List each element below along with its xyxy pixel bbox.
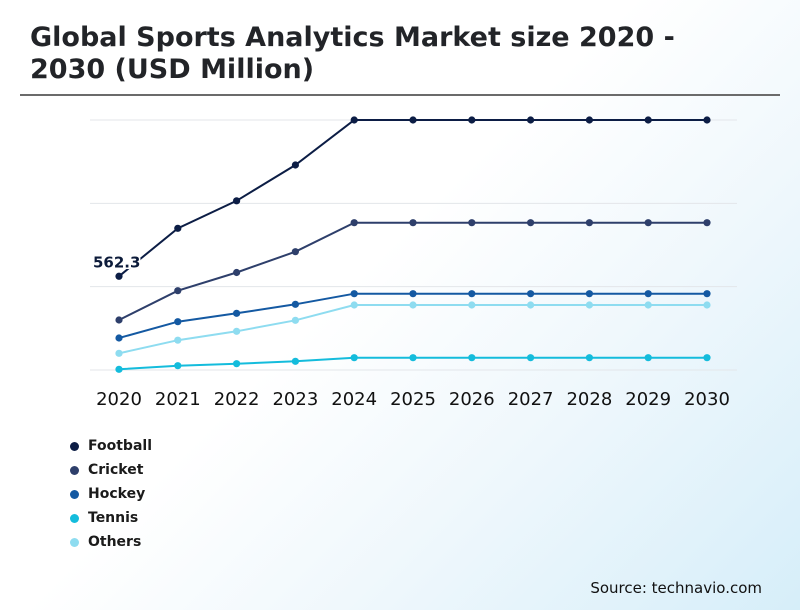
x-axis-ticks: 2020 2021 2022 2023 2024 2025 2026 2027 2028 2029… [96, 389, 730, 410]
legend-item-cricket: Cricket [70, 458, 152, 482]
data-point [644, 219, 652, 227]
data-point [703, 116, 711, 124]
data-point [703, 290, 711, 298]
x-tick-label: 2022 [214, 389, 260, 410]
legend-swatch [70, 537, 79, 547]
data-point [350, 116, 358, 124]
x-tick-label: 2026 [449, 389, 495, 410]
data-point [350, 354, 358, 362]
data-label: 562.3 [93, 253, 140, 271]
data-point [115, 349, 123, 357]
data-point [644, 116, 652, 124]
data-point [585, 354, 594, 362]
data-point [527, 116, 535, 124]
data-point [174, 318, 182, 326]
data-point [409, 290, 417, 298]
data-point [291, 300, 299, 308]
data-point [291, 161, 299, 169]
source-note: Source: technavio.com [590, 579, 762, 597]
data-point [350, 301, 358, 309]
data-point [468, 301, 476, 309]
legend-label: Others [88, 534, 142, 550]
legend-label: Cricket [88, 462, 144, 478]
data-point [527, 290, 535, 298]
data-point [233, 197, 241, 205]
series-others [115, 301, 711, 357]
x-tick-label: 2020 [96, 389, 142, 410]
legend-swatch [70, 465, 79, 475]
legend-label: Tennis [88, 510, 139, 526]
data-point [409, 116, 417, 124]
legend-swatch [70, 513, 79, 523]
data-point [350, 219, 358, 227]
data-point [291, 316, 299, 324]
data-point [233, 327, 241, 335]
x-tick-label: 2023 [272, 389, 318, 410]
data-point [174, 336, 182, 344]
data-point [350, 290, 358, 298]
data-point [291, 357, 299, 365]
data-point [174, 224, 182, 232]
x-tick-label: 2027 [508, 389, 554, 410]
series-tennis [115, 354, 711, 373]
data-point [703, 301, 711, 309]
data-point [233, 268, 241, 277]
x-tick-label: 2021 [155, 389, 201, 410]
legend-label: Football [88, 438, 152, 454]
x-tick-label: 2028 [566, 389, 612, 410]
chart-title: Global Sports Analytics Market size 2020… [30, 22, 675, 85]
data-point [527, 354, 535, 362]
data-point [291, 248, 299, 256]
legend-label: Hockey [88, 486, 146, 502]
data-point [644, 354, 652, 362]
series-football [115, 116, 711, 280]
data-point [527, 301, 535, 309]
data-labels: 562.3 [92, 252, 142, 273]
data-point [468, 290, 476, 298]
data-point [644, 290, 652, 298]
x-tick-label: 2025 [390, 389, 436, 410]
series-hockey [115, 290, 711, 342]
data-point [468, 219, 476, 227]
series-line-hockey [118, 292, 707, 339]
x-tick-label: 2029 [625, 389, 671, 410]
data-point [233, 360, 241, 368]
data-point [115, 365, 123, 373]
legend-swatch [70, 441, 79, 451]
series-line-others [118, 304, 707, 355]
legend-swatch [70, 489, 79, 499]
data-point [409, 354, 417, 362]
data-point [174, 362, 182, 370]
data-point [115, 272, 123, 280]
data-point [115, 334, 123, 342]
legend-item-football: Football [70, 434, 152, 458]
grid-lines [90, 119, 737, 371]
series-cricket [115, 219, 711, 324]
legend: Football Cricket Hockey Tennis Others [70, 434, 152, 554]
series-line-football [118, 119, 707, 278]
data-point [585, 116, 594, 124]
data-point [585, 219, 594, 227]
data-point [468, 116, 476, 124]
data-point [115, 316, 123, 324]
data-point [585, 301, 594, 309]
data-point [468, 354, 476, 362]
legend-item-hockey: Hockey [70, 482, 152, 506]
series-lines [115, 116, 711, 373]
data-point [585, 290, 594, 298]
data-point [644, 301, 652, 309]
data-point [703, 219, 711, 227]
data-point [233, 309, 241, 317]
data-point [409, 219, 417, 227]
legend-item-tennis: Tennis [70, 506, 152, 530]
data-point [527, 219, 535, 227]
legend-item-others: Others [70, 530, 152, 554]
x-tick-label: 2024 [331, 389, 377, 410]
data-point [174, 287, 182, 295]
data-point [409, 301, 417, 309]
data-point [703, 354, 711, 362]
x-tick-label: 2030 [684, 389, 730, 410]
title-divider [20, 94, 780, 96]
